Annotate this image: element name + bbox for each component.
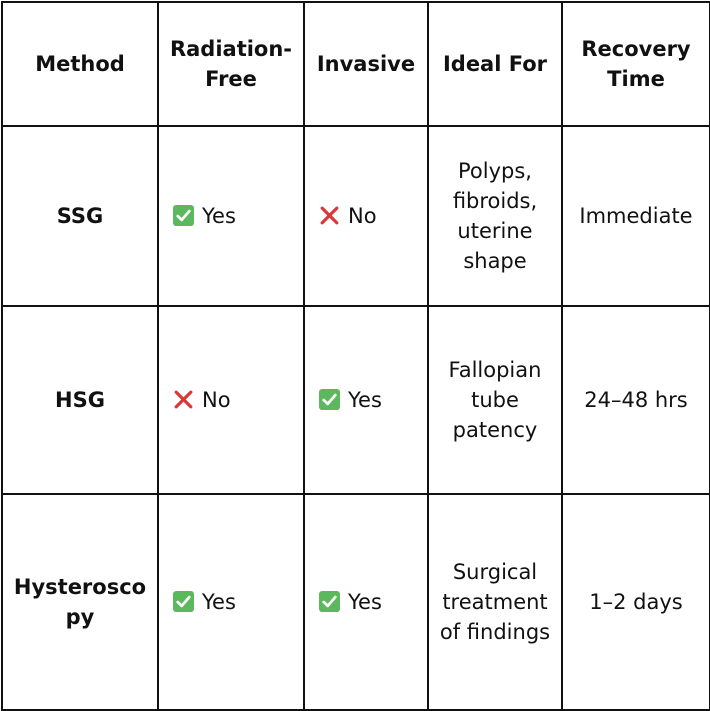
ideal-for-cell: Fallopian tube patency [427, 305, 563, 495]
radiation-free-label: Yes [202, 204, 236, 228]
invasive-cell: No [303, 125, 429, 307]
invasive-cell: Yes [303, 305, 429, 495]
radiation-free-cell: Yes [157, 125, 305, 307]
invasive-label: Yes [348, 590, 382, 614]
table-row: Hysteroscopy Yes Yes Surgical treatment … [1, 493, 710, 711]
check-mark-icon [173, 591, 194, 612]
ideal-for-cell: Polyps, fibroids, uterine shape [427, 125, 563, 307]
cross-mark-icon [174, 390, 193, 409]
method-cell: HSG [1, 305, 159, 495]
cross-mark-icon [320, 206, 339, 225]
method-label: Hysteroscopy [13, 575, 147, 629]
recovery-time-cell: Immediate [561, 125, 710, 307]
header-row: Method Radiation-Free Invasive Ideal For… [1, 1, 710, 127]
header-radiation-free: Radiation-Free [157, 1, 305, 127]
check-mark-icon [173, 205, 194, 226]
check-mark-icon [319, 591, 340, 612]
invasive-label: No [348, 204, 377, 228]
header-invasive: Invasive [303, 1, 429, 127]
invasive-cell: Yes [303, 493, 429, 711]
method-cell: SSG [1, 125, 159, 307]
table-row: SSG Yes No Polyps, fibroids, uterine sha… [1, 125, 710, 307]
header-recovery-time: Recovery Time [561, 1, 710, 127]
radiation-free-label: No [202, 388, 231, 412]
invasive-label: Yes [348, 388, 382, 412]
check-mark-icon [319, 389, 340, 410]
recovery-time-cell: 1–2 days [561, 493, 710, 711]
radiation-free-label: Yes [202, 590, 236, 614]
radiation-free-cell: Yes [157, 493, 305, 711]
header-radiation-free-label: Radiation-Free [169, 37, 293, 91]
header-ideal-for: Ideal For [427, 1, 563, 127]
ideal-for-cell: Surgical treatment of findings [427, 493, 563, 711]
header-method: Method [1, 1, 159, 127]
method-cell: Hysteroscopy [1, 493, 159, 711]
table-row: HSG No Yes Fallopian tube patency 24–48 … [1, 305, 710, 495]
recovery-time-cell: 24–48 hrs [561, 305, 710, 495]
radiation-free-cell: No [157, 305, 305, 495]
